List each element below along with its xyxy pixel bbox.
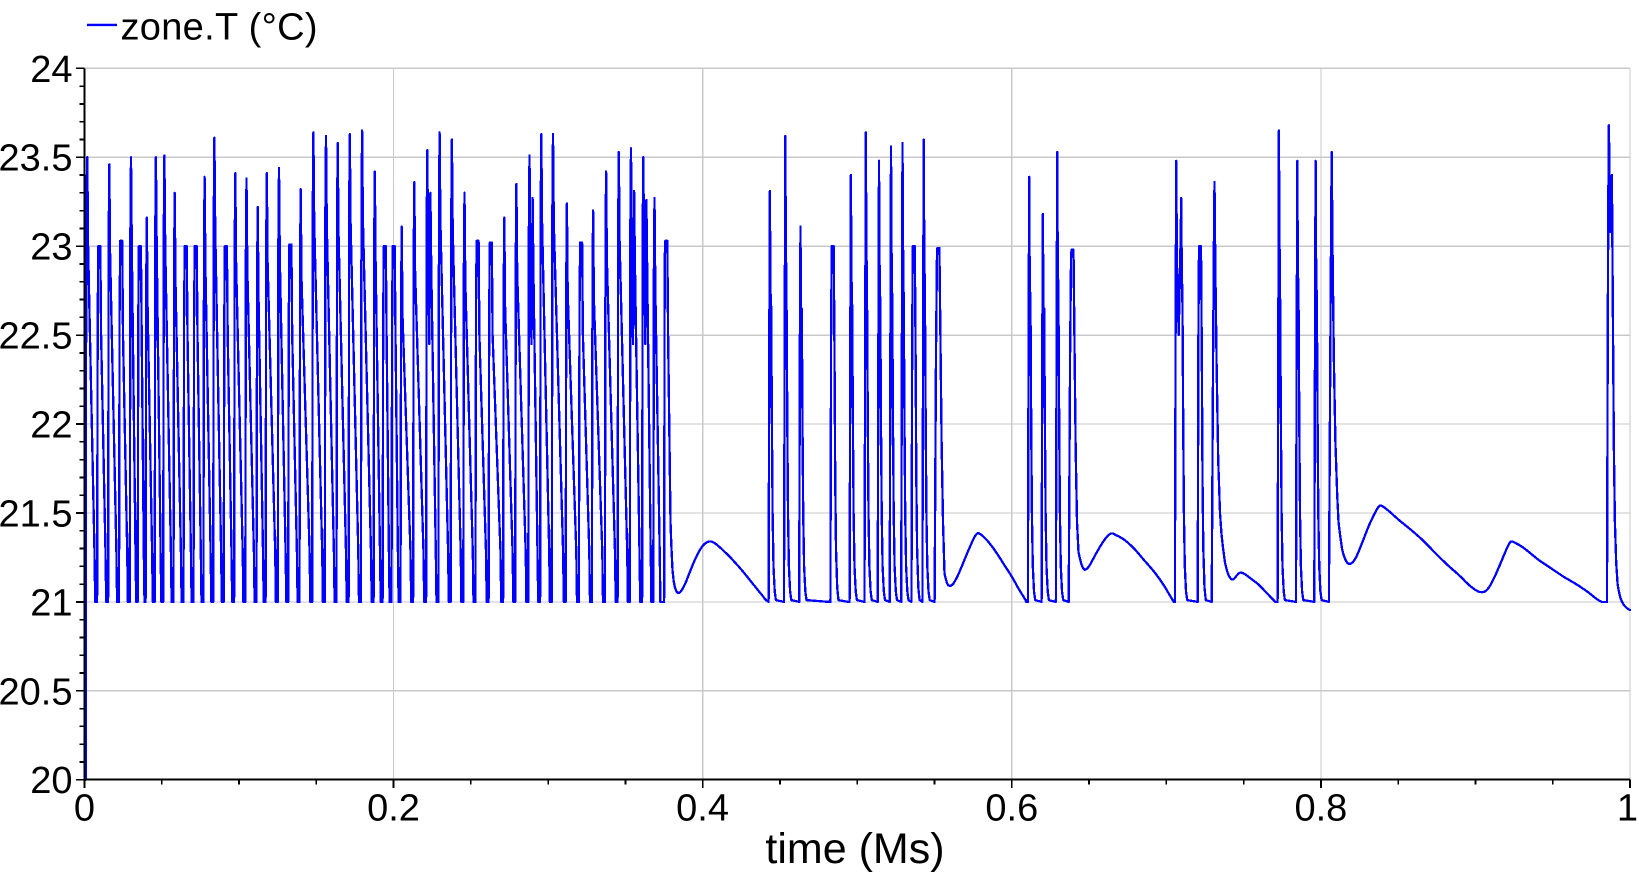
svg-text:22: 22 xyxy=(30,405,72,447)
svg-text:20: 20 xyxy=(30,760,72,802)
svg-text:22.5: 22.5 xyxy=(0,316,73,358)
svg-text:23: 23 xyxy=(30,227,72,269)
svg-text:time (Ms): time (Ms) xyxy=(765,825,944,873)
svg-text:0.8: 0.8 xyxy=(1294,787,1347,829)
svg-text:21: 21 xyxy=(30,582,72,624)
svg-text:0.2: 0.2 xyxy=(367,787,420,829)
svg-text:zone.T (°C): zone.T (°C) xyxy=(121,7,318,49)
svg-text:0.4: 0.4 xyxy=(676,787,729,829)
svg-text:24: 24 xyxy=(30,49,72,91)
svg-text:1: 1 xyxy=(1617,787,1638,829)
svg-text:0.6: 0.6 xyxy=(985,787,1038,829)
svg-text:20.5: 20.5 xyxy=(0,671,73,713)
svg-text:21.5: 21.5 xyxy=(0,493,73,535)
svg-text:23.5: 23.5 xyxy=(0,138,73,180)
svg-text:0: 0 xyxy=(74,787,95,829)
